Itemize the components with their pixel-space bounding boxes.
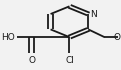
Text: O: O xyxy=(113,33,120,42)
Text: N: N xyxy=(91,10,97,18)
Text: HO: HO xyxy=(1,33,15,42)
Text: Cl: Cl xyxy=(65,56,74,65)
Text: O: O xyxy=(28,56,35,65)
